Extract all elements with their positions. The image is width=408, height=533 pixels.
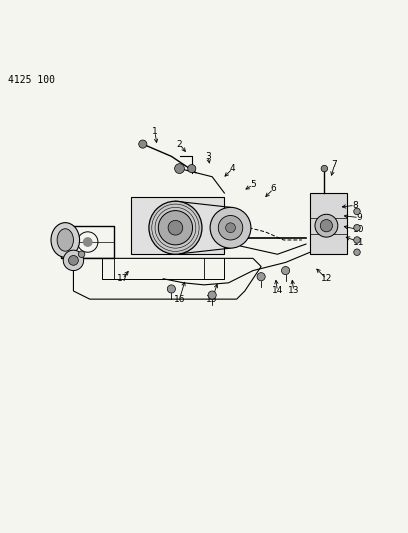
Polygon shape: [310, 193, 347, 254]
Circle shape: [167, 285, 175, 293]
Circle shape: [158, 211, 193, 245]
Text: 10: 10: [353, 225, 365, 235]
Text: 8: 8: [352, 201, 358, 210]
Circle shape: [320, 220, 333, 232]
Ellipse shape: [57, 229, 73, 251]
Text: 3: 3: [205, 152, 211, 161]
Ellipse shape: [51, 223, 80, 257]
Circle shape: [282, 266, 290, 274]
Polygon shape: [131, 197, 224, 254]
Circle shape: [321, 165, 328, 172]
Circle shape: [315, 214, 338, 237]
Circle shape: [168, 221, 183, 235]
Circle shape: [188, 165, 196, 173]
Text: 6: 6: [271, 184, 276, 193]
Circle shape: [208, 291, 216, 299]
Text: 7: 7: [332, 160, 337, 169]
Text: 5: 5: [250, 180, 256, 189]
Circle shape: [139, 140, 147, 148]
Text: 17: 17: [117, 274, 128, 283]
Text: 15: 15: [206, 295, 218, 304]
Circle shape: [226, 223, 235, 232]
Text: 16: 16: [174, 295, 185, 304]
Circle shape: [354, 224, 360, 231]
Text: 2: 2: [177, 140, 182, 149]
Circle shape: [354, 249, 360, 255]
Text: 4125 100: 4125 100: [8, 75, 55, 85]
Text: 9: 9: [356, 213, 362, 222]
Circle shape: [257, 272, 265, 281]
Text: 4: 4: [230, 164, 235, 173]
Circle shape: [354, 208, 360, 215]
Text: 1: 1: [152, 127, 158, 136]
Circle shape: [149, 201, 202, 254]
Circle shape: [69, 255, 78, 265]
Circle shape: [83, 237, 93, 247]
Circle shape: [218, 215, 243, 240]
Circle shape: [78, 251, 85, 257]
Circle shape: [354, 237, 360, 243]
Text: 12: 12: [321, 274, 332, 283]
Circle shape: [175, 164, 184, 173]
Text: 11: 11: [353, 238, 365, 247]
Circle shape: [210, 207, 251, 248]
Text: 13: 13: [288, 286, 299, 295]
Ellipse shape: [63, 250, 84, 271]
Text: 14: 14: [272, 286, 283, 295]
